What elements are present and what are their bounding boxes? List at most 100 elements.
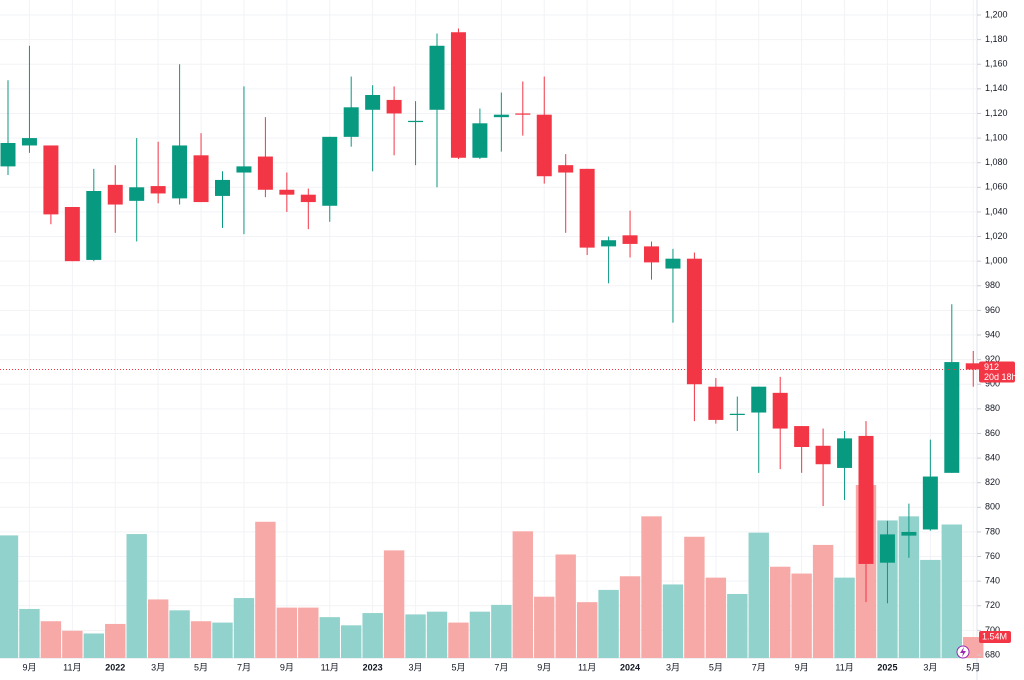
volume-bar: [598, 589, 619, 658]
volume-bar: [727, 593, 748, 658]
candle-body: [107, 184, 123, 205]
last-price-label: 912: [984, 362, 999, 372]
x-tick-label: 3月: [923, 662, 937, 672]
x-tick-label: 2025: [877, 662, 897, 672]
x-tick-label: 11月: [321, 662, 339, 672]
candle-body: [343, 107, 359, 137]
y-tick-label: 860: [985, 428, 1000, 438]
candle-body: [493, 114, 509, 118]
volume-bar: [576, 602, 598, 658]
volume-bar: [319, 617, 340, 658]
x-tick-label: 2024: [620, 662, 640, 672]
candle-body: [922, 476, 938, 530]
candle-body: [815, 445, 831, 465]
volume-bar: [62, 630, 83, 658]
volume-bar: [534, 596, 555, 658]
y-tick-label: 1,060: [985, 182, 1008, 192]
candle-body: [279, 189, 295, 195]
volume-bar: [426, 611, 448, 658]
volume-bar: [641, 516, 662, 658]
x-tick-label: 11月: [835, 662, 853, 672]
candle-body: [386, 99, 402, 114]
volume-bar: [920, 559, 941, 658]
volume-bar: [190, 621, 212, 658]
x-tick-label: 3月: [409, 662, 423, 672]
volume-bar: [212, 622, 233, 658]
candle-body: [515, 113, 531, 115]
y-tick-label: 920: [985, 354, 1000, 364]
candles: [0, 28, 981, 604]
candle-body: [879, 534, 895, 563]
y-tick-label: 680: [985, 649, 1000, 659]
candle-body: [129, 187, 145, 201]
volume-bar: [898, 516, 920, 658]
y-tick-label: 1,020: [985, 231, 1008, 241]
badge-icon[interactable]: [956, 645, 970, 659]
candle-body: [408, 120, 424, 123]
y-tick-label: 960: [985, 305, 1000, 315]
candle-body: [901, 531, 917, 536]
candle-body: [965, 363, 981, 370]
candle-body: [215, 179, 230, 196]
axes: 6807007207407607808008208408608809009209…: [0, 9, 1017, 672]
volume-bar: [19, 608, 40, 658]
volume-bar: [705, 577, 727, 658]
countdown-label: 20d 18h: [984, 372, 1017, 382]
candle-body: [686, 258, 702, 385]
volume-bar: [512, 531, 533, 658]
x-tick-label: 5月: [194, 662, 208, 672]
volume-bar: [255, 521, 276, 658]
volume-bar: [662, 584, 684, 658]
candle-body: [172, 145, 188, 199]
volume-bar: [748, 532, 769, 658]
volume-bar: [276, 607, 298, 658]
candle-body: [536, 114, 552, 177]
candle-body: [751, 386, 767, 413]
candle-body: [944, 362, 960, 473]
x-tick-label: 3月: [666, 662, 680, 672]
volume-bar: [834, 577, 855, 658]
volume-bar: [555, 554, 576, 658]
candle-body: [365, 95, 381, 110]
candle-body: [150, 186, 166, 194]
x-tick-label: 11月: [63, 662, 81, 672]
x-tick-label: 9月: [280, 662, 294, 672]
candle-body: [86, 191, 102, 260]
x-tick-label: 5月: [709, 662, 723, 672]
y-tick-label: 900: [985, 379, 1000, 389]
volume-bar: [147, 599, 169, 658]
x-tick-label: 7月: [752, 662, 766, 672]
candle-body: [601, 240, 617, 247]
candle-body: [21, 138, 37, 146]
candle-body: [257, 156, 273, 190]
volume-bar: [362, 613, 383, 658]
y-tick-label: 1,160: [985, 59, 1008, 69]
volume-bar: [812, 544, 834, 658]
x-tick-label: 9月: [795, 662, 809, 672]
y-tick-label: 840: [985, 452, 1000, 462]
y-tick-label: 820: [985, 477, 1000, 487]
y-tick-label: 760: [985, 551, 1000, 561]
candle-body: [300, 194, 316, 203]
volume-bar: [491, 604, 512, 658]
candle-body: [622, 235, 638, 244]
y-tick-label: 1,040: [985, 206, 1008, 216]
y-tick-label: 1,080: [985, 157, 1008, 167]
candle-body: [43, 145, 59, 215]
volume-bar: [941, 524, 962, 658]
candle-body: [64, 207, 80, 262]
candle-body: [772, 392, 788, 429]
volume-bar: [0, 535, 19, 658]
x-tick-label: 3月: [151, 662, 165, 672]
y-tick-label: 720: [985, 600, 1000, 610]
volume-label: 1.54M: [982, 631, 1007, 641]
candle-body: [236, 166, 252, 173]
volume-bar: [383, 550, 405, 658]
y-tick-label: 980: [985, 280, 1000, 290]
badge-bolt: [960, 647, 966, 657]
y-tick-label: 800: [985, 502, 1000, 512]
volume-bar: [791, 573, 812, 658]
y-tick-label: 1,200: [985, 9, 1008, 19]
